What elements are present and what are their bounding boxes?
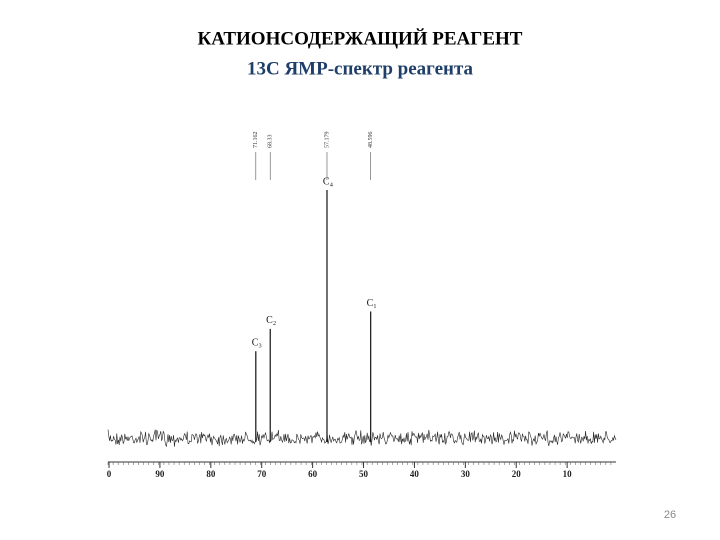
x-tick-label: 0 [107, 469, 112, 479]
page-number: 26 [664, 509, 676, 521]
x-tick-label: 60 [308, 469, 318, 479]
shift-label: 48.596 [368, 132, 374, 149]
shift-label: 68.33 [268, 135, 274, 149]
slide-title: КАТИОНСОДЕРЖАЩИЙ РЕАГЕНТ [198, 27, 523, 49]
x-tick-label: 90 [155, 469, 165, 479]
x-tick-label: 40 [410, 469, 420, 479]
x-tick-label: 80 [206, 469, 216, 479]
peak-label: C₃ [252, 337, 262, 348]
baseline-noise [107, 429, 617, 447]
peak-label: C₄ [323, 176, 334, 187]
x-tick-label: 10 [563, 469, 573, 479]
slide-subtitle: 13С ЯМР-спектр реагента [247, 58, 474, 79]
shift-label: 71.162 [253, 132, 259, 149]
peak-label: C₂ [266, 315, 276, 326]
x-tick-label: 20 [512, 469, 522, 479]
x-tick-label: 30 [461, 469, 471, 479]
peak-label: C₁ [367, 298, 377, 309]
x-tick-label: 70 [257, 469, 267, 479]
shift-label: 57.179 [324, 132, 330, 149]
x-tick-label: 50 [359, 469, 369, 479]
